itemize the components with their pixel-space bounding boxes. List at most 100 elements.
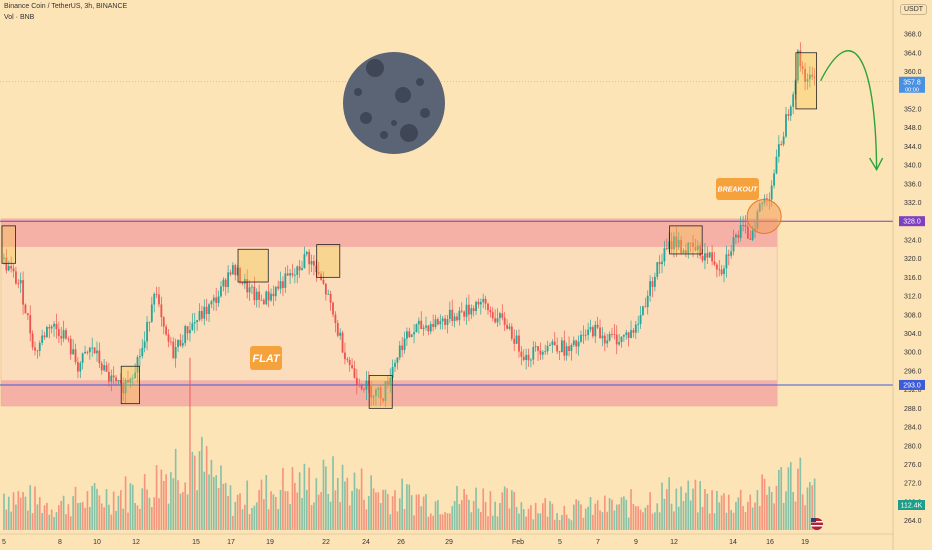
candle-body <box>172 341 175 359</box>
candle-body <box>160 304 163 318</box>
candle-body <box>296 266 299 275</box>
volume-bar <box>420 506 423 530</box>
volume-bar <box>253 505 256 530</box>
volume-bar <box>329 501 332 530</box>
candle-body <box>181 343 184 346</box>
candle-body <box>153 293 156 305</box>
candle-body <box>563 340 566 356</box>
volume-bar <box>265 475 268 530</box>
volume-bar <box>768 486 771 530</box>
swing-highlight-box <box>237 248 269 283</box>
candle-body <box>622 334 625 337</box>
candle-body <box>313 261 315 266</box>
candle-body <box>88 347 91 353</box>
candle-body <box>463 311 466 317</box>
candle-body <box>487 303 489 311</box>
volume-bar <box>568 518 570 530</box>
swing-highlight-box <box>368 375 393 409</box>
volume-bar <box>55 512 58 530</box>
candle-body <box>320 273 322 280</box>
candle-body <box>406 331 408 339</box>
volume-bar <box>582 517 585 530</box>
volume-bar <box>482 488 485 530</box>
volume-bar <box>117 495 120 530</box>
volume-bar <box>661 482 663 530</box>
candle-body <box>496 318 499 323</box>
candle-body <box>212 297 215 302</box>
volume-bar <box>713 513 716 530</box>
volume-bar <box>327 493 330 530</box>
volume-bar <box>673 511 675 530</box>
candle-body <box>446 319 449 325</box>
candle-body <box>3 257 5 259</box>
candle-body <box>637 323 640 325</box>
volume-bar <box>754 502 756 530</box>
volume-bar <box>589 496 592 530</box>
candle-body <box>553 341 556 346</box>
volume-bar <box>654 512 656 530</box>
volume-bar <box>763 478 766 530</box>
volume-bar <box>649 492 651 530</box>
currency-button[interactable]: USDT <box>900 4 928 15</box>
candle-body <box>439 321 442 325</box>
volume-bar <box>22 492 24 530</box>
volume-bar <box>217 488 220 530</box>
candle-body <box>518 335 520 352</box>
volume-bar <box>525 516 527 530</box>
volume-bar <box>267 509 270 530</box>
candle-body <box>284 273 287 288</box>
candle-body <box>77 362 79 372</box>
candle-body <box>186 326 189 334</box>
candle-body <box>372 395 375 398</box>
volume-bar <box>65 514 67 530</box>
volume-bar <box>706 493 709 530</box>
candle-body <box>777 144 780 157</box>
candle-body <box>677 239 680 248</box>
candle-body <box>522 356 525 361</box>
volume-bar <box>53 516 55 530</box>
volume-bar <box>775 485 778 530</box>
volume-bar <box>508 508 511 530</box>
candle-body <box>65 330 67 339</box>
volume-bar <box>799 457 802 530</box>
volume-bar <box>620 497 623 530</box>
volume-bar <box>224 482 227 530</box>
volume-bar <box>699 481 702 530</box>
time-tick-label: 10 <box>93 539 101 546</box>
candle-body <box>100 363 103 371</box>
volume-bar <box>446 513 449 530</box>
volume-bar <box>91 485 94 530</box>
volume-bar <box>811 485 814 530</box>
volume-bar <box>351 490 353 530</box>
volume-bar <box>780 467 783 530</box>
candle-body <box>36 350 39 352</box>
volume-bar <box>656 503 659 530</box>
volume-bar <box>644 507 647 530</box>
candle-body <box>739 225 742 238</box>
volume-bar <box>501 492 504 530</box>
price-tick-label: 308.0 <box>904 312 922 319</box>
candle-body <box>494 318 497 323</box>
time-tick-label: 14 <box>729 539 737 546</box>
candle-body <box>591 327 594 337</box>
candle-body <box>615 334 618 345</box>
volume-bar <box>46 502 48 530</box>
time-tick-label: 15 <box>192 539 200 546</box>
volume-bar <box>84 507 86 530</box>
volume-bar <box>172 478 175 530</box>
volume-bar <box>572 504 575 530</box>
volume-bar <box>131 484 134 530</box>
volume-bar <box>34 486 36 530</box>
volume-bar <box>317 494 320 530</box>
volume-bar <box>60 500 63 530</box>
volume-bar <box>532 519 535 530</box>
candle-body <box>277 286 280 289</box>
time-tick-label: 12 <box>670 539 678 546</box>
volume-bar <box>50 509 53 530</box>
candle-body <box>684 250 687 254</box>
candle-body <box>627 332 630 338</box>
candle-body <box>773 173 775 186</box>
candle-body <box>642 306 644 315</box>
candle-body <box>620 336 623 343</box>
